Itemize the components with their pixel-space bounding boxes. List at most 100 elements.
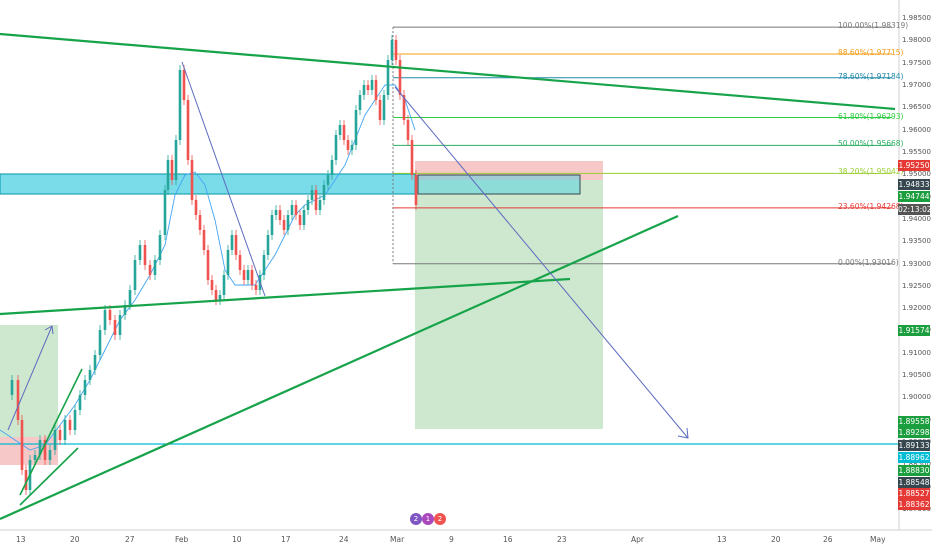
candle-body <box>322 185 326 200</box>
fib-level-label: 100.00%(1.98319) <box>838 21 909 31</box>
candle-body <box>78 395 82 410</box>
date-tick-label: 20 <box>771 535 781 544</box>
date-tick-label: 9 <box>449 535 454 544</box>
candle-body <box>123 305 127 315</box>
candle-body <box>414 175 418 205</box>
candle-body <box>406 120 410 140</box>
candle-body <box>270 215 274 235</box>
candle-body <box>182 70 186 100</box>
date-tick-label: 27 <box>125 535 135 544</box>
candle-body <box>402 95 406 120</box>
date-tick-label: 23 <box>557 535 567 544</box>
candle-body <box>63 420 67 440</box>
candle-body <box>358 95 362 110</box>
fib-level-label: 38.20%(1.95042) <box>838 167 904 177</box>
candle-body <box>354 110 358 145</box>
entry-rectangle[interactable] <box>417 174 581 195</box>
candle-body <box>210 280 214 290</box>
candle-body <box>148 265 152 275</box>
candle-body <box>382 95 386 120</box>
date-tick-label: 10 <box>232 535 242 544</box>
middle-ascending-trendline[interactable] <box>0 277 571 316</box>
fib-level-label: 0.00%(1.93016) <box>838 257 899 267</box>
fib-level-label: 88.60%(1.97715) <box>838 48 904 58</box>
projection-arrow-line[interactable] <box>394 86 689 439</box>
candle-body <box>318 200 322 210</box>
date-tick-label: 24 <box>339 535 349 544</box>
candle-body <box>58 430 62 440</box>
upper-descending-trendline[interactable] <box>0 32 896 111</box>
candle-body <box>214 290 218 300</box>
candle-body <box>374 80 378 100</box>
lower-ascending-trendline[interactable] <box>0 214 679 521</box>
support-resistance-zone[interactable] <box>0 173 416 195</box>
candle-body <box>294 205 298 215</box>
candle-body <box>43 440 47 460</box>
candle-body <box>138 245 142 260</box>
fib-level-label: 61.80%(1.96293) <box>838 111 904 121</box>
event-badge[interactable]: 2 <box>434 513 446 525</box>
date-tick-label: Mar <box>390 535 405 544</box>
candle-body <box>48 450 52 460</box>
candle-body <box>206 250 210 280</box>
date-tick-label: 13 <box>717 535 727 544</box>
price-tick-label: 1.90500 <box>902 371 931 380</box>
price-label: 1.94833 <box>898 179 930 190</box>
event-badge[interactable]: 1 <box>422 513 434 525</box>
candle-body <box>103 310 107 330</box>
candle-body <box>178 70 182 140</box>
candle-body <box>68 420 72 430</box>
left-up-arrow-line[interactable] <box>7 325 53 431</box>
price-label: 1.94744 <box>898 191 930 202</box>
feb-decline-line[interactable] <box>181 61 266 297</box>
price-tick-label: 1.93000 <box>902 259 931 268</box>
candle-body <box>128 290 132 305</box>
candle-body <box>290 205 294 215</box>
candle-body <box>88 370 92 380</box>
price-tick-label: 1.96000 <box>902 125 931 134</box>
candle-body <box>326 175 330 185</box>
price-tick-label: 1.92000 <box>902 304 931 313</box>
price-tick-label: 1.98500 <box>902 14 931 22</box>
price-tick-label: 1.95000 <box>902 170 931 179</box>
candle-body <box>218 295 222 300</box>
channel-trendline-lower[interactable] <box>19 447 79 506</box>
candle-body <box>10 380 14 395</box>
candle-body <box>286 215 290 230</box>
candle-body <box>378 100 382 120</box>
candle-body <box>98 330 102 355</box>
price-tick-label: 1.90000 <box>902 393 931 402</box>
candle-body <box>222 275 226 295</box>
candle-body <box>394 40 398 60</box>
fibonacci-retracement[interactable] <box>392 26 892 265</box>
price-tick-label: 1.98000 <box>902 36 931 45</box>
fib-level-label: 78.60%(1.97184) <box>838 71 904 81</box>
candle-body <box>262 255 266 275</box>
candle-body <box>38 440 42 455</box>
candle-body <box>133 260 137 290</box>
candle-body <box>113 320 117 335</box>
candle-body <box>186 100 190 160</box>
price-label: 02:13:02 <box>898 204 932 215</box>
candle-body <box>158 235 162 260</box>
projection-arrow-head <box>677 427 689 439</box>
candle-body <box>350 145 354 150</box>
candle-body <box>194 200 198 215</box>
candle-body <box>314 190 318 210</box>
candle-body <box>198 215 202 230</box>
event-badge[interactable]: 2 <box>410 513 422 525</box>
date-tick-label: Feb <box>175 535 189 544</box>
candle-body <box>118 315 122 335</box>
candle-body <box>166 160 170 190</box>
candlestick-series[interactable] <box>10 35 418 495</box>
long-position-profit-zone[interactable] <box>415 180 603 429</box>
price-tick-label: 1.95500 <box>902 147 931 156</box>
candle-body <box>310 190 314 200</box>
candle-body <box>16 380 20 420</box>
channel-trendline-upper[interactable] <box>19 368 83 496</box>
price-tick-label: 1.91000 <box>902 348 931 357</box>
date-tick-label: 16 <box>503 535 513 544</box>
price-label: 1.89133 <box>898 440 930 451</box>
